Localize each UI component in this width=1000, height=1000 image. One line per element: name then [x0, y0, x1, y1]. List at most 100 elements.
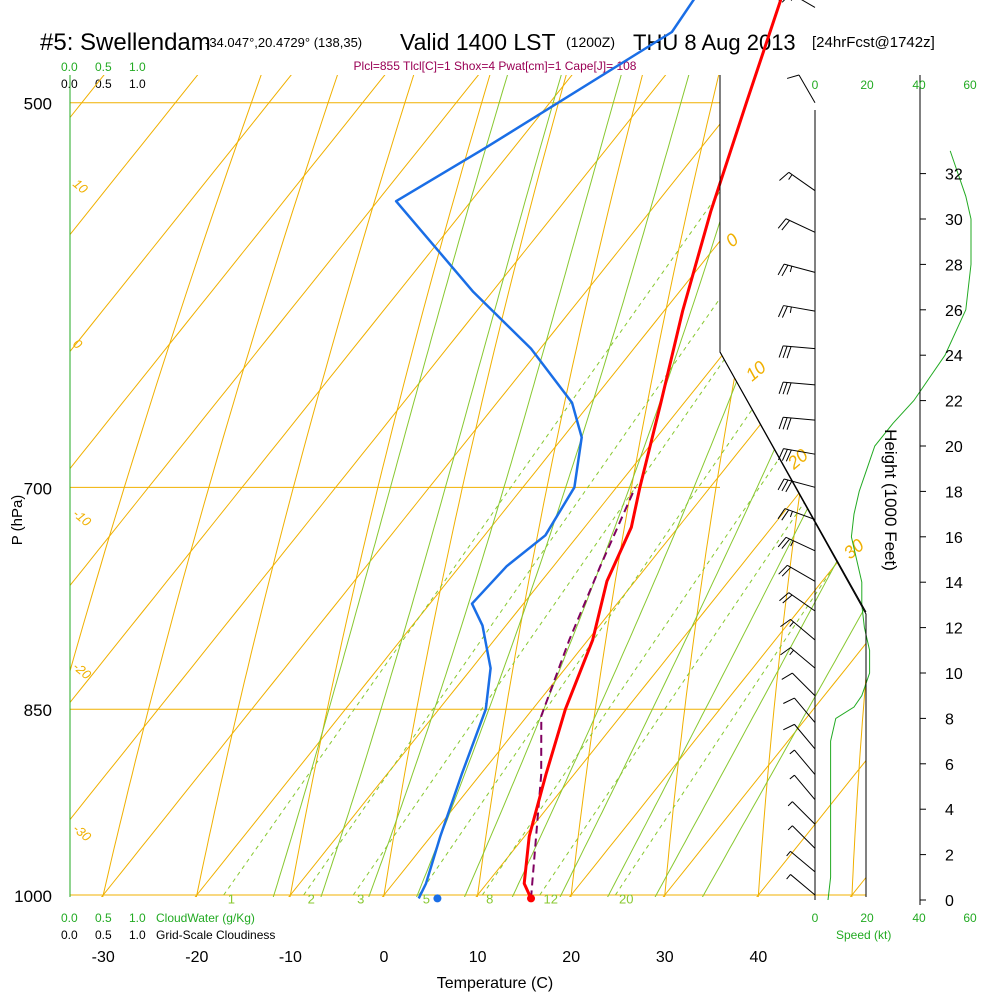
isotherm-line [263, 75, 866, 897]
station-coords: -34.047°,20.4729° (138,35) [205, 35, 362, 50]
speed-tick-label: 0 [812, 911, 819, 925]
cloudiness-tick: 0.0 [61, 928, 78, 942]
pressure-tick-label: 1000 [14, 887, 52, 906]
height-tick-label: 6 [945, 757, 954, 774]
isotherm-label: 0 [70, 336, 86, 353]
moist-adiabat-line [543, 75, 866, 897]
isotherm-line [543, 75, 866, 897]
mixing-ratio-line [303, 75, 866, 896]
isotherm-label: 10 [70, 176, 91, 197]
wind-barb [778, 0, 816, 8]
wind-barb [779, 171, 816, 192]
wind-barb [777, 305, 816, 318]
height-tick-label: 8 [945, 711, 954, 728]
dry-adiabat-line [95, 75, 647, 897]
wind-barb [780, 618, 816, 641]
moist-adiabat-line [309, 75, 833, 897]
wind-barb [777, 263, 816, 277]
dry-adiabat-line [283, 75, 772, 897]
isotherm-line [70, 75, 866, 897]
wind-barb [779, 592, 816, 612]
mixing-ratio-label: 8 [486, 892, 493, 907]
moist-adiabat-line [403, 75, 866, 897]
wind-barb [778, 416, 816, 430]
dry-adiabat-line [70, 75, 585, 897]
cloudiness-tick: 1.0 [129, 928, 146, 942]
isotherm-line [731, 75, 866, 897]
temperature-tick-label: -30 [92, 949, 115, 966]
height-tick-label: 14 [945, 575, 963, 592]
cloudiness-label: Grid-Scale Cloudiness [156, 928, 275, 942]
wind-barb [787, 825, 816, 849]
mixing-ratio-label: 1 [228, 892, 235, 907]
dry-adiabat-line [566, 75, 866, 897]
wind-barb [780, 647, 816, 669]
mixing-ratio-label: 12 [543, 892, 557, 907]
height-tick-label: 30 [945, 212, 963, 229]
valid-date: THU 8 Aug 2013 [633, 30, 796, 55]
y-axis-label: P (hPa) [9, 495, 26, 546]
isotherm-line [637, 75, 866, 897]
isotherm-line [356, 75, 866, 897]
moist-adiabat-line [356, 75, 866, 897]
height-tick-label: 22 [945, 394, 963, 411]
mixing-ratio-line [614, 75, 866, 896]
isotherm-line [70, 75, 866, 897]
moist-adiabat-line [637, 75, 866, 897]
forecast-info: [24hrFcst@1742z] [812, 34, 935, 51]
height-tick-label: 2 [945, 848, 954, 865]
sounding-params: Plcl=855 Tlcl[C]=1 Shox=4 Pwat[cm]=1 Cap… [354, 59, 637, 73]
isotherm-label: -20 [70, 659, 95, 683]
speed-tick-label: 60 [963, 911, 977, 925]
surface-temperature-marker [527, 894, 536, 903]
wind-barb [789, 749, 816, 775]
cloudwater-tick: 0.0 [61, 60, 78, 74]
speed-tick-label: 40 [912, 911, 926, 925]
temperature-tick-label: 20 [562, 949, 580, 966]
isotherm-line [70, 75, 866, 897]
wind-barb [781, 672, 816, 697]
moist-adiabat-line [450, 75, 866, 897]
mixing-ratio-label: 20 [619, 892, 633, 907]
dry-adiabat-line [945, 0, 1000, 929]
moist-adiabat-line [590, 75, 866, 897]
cloudiness-tick: 1.0 [129, 77, 146, 91]
parcel-trace [530, 486, 637, 899]
pressure-tick-label: 500 [24, 95, 52, 114]
isotherm-line [450, 75, 866, 897]
cloudiness-tick: 0.5 [95, 77, 112, 91]
wind-barb [786, 850, 816, 873]
cloudwater-tick: 1.0 [129, 911, 146, 925]
skew-boundary [719, 351, 867, 613]
dry-adiabat-line [850, 75, 866, 897]
station-title: #5: Swellendam [40, 29, 211, 56]
height-tick-label: 26 [945, 303, 963, 320]
height-tick-label: 28 [945, 257, 963, 274]
temperature-trace [522, 0, 783, 900]
theta-label: 0 [722, 229, 743, 251]
temperature-tick-label: -20 [185, 949, 208, 966]
isotherm-label: -10 [70, 506, 95, 530]
height-tick-label: 0 [945, 893, 954, 910]
wind-barb [777, 508, 816, 521]
height-tick-label: 12 [945, 621, 963, 638]
valid-time: Valid 1400 LST [400, 29, 556, 55]
mixing-ratio-line [539, 75, 866, 896]
mixing-ratio-line [223, 75, 866, 896]
wind-barbs [777, 0, 816, 896]
cloudwater-tick: 0.5 [95, 60, 112, 74]
isotherm-line [75, 75, 866, 897]
wind-barb [777, 218, 816, 233]
wind-barb [786, 874, 816, 896]
dewpoint-trace [394, 0, 696, 899]
isotherm-line [169, 75, 866, 897]
speed-tick-label: 20 [860, 78, 874, 92]
cloudiness-tick: 0.5 [95, 928, 112, 942]
temperature-tick-label: -10 [279, 949, 302, 966]
mixing-ratio-label: 5 [423, 892, 430, 907]
moist-adiabat-line [684, 75, 866, 897]
isotherm-line [70, 75, 567, 897]
cloudwater-tick: 1.0 [129, 60, 146, 74]
height-tick-label: 32 [945, 167, 963, 184]
